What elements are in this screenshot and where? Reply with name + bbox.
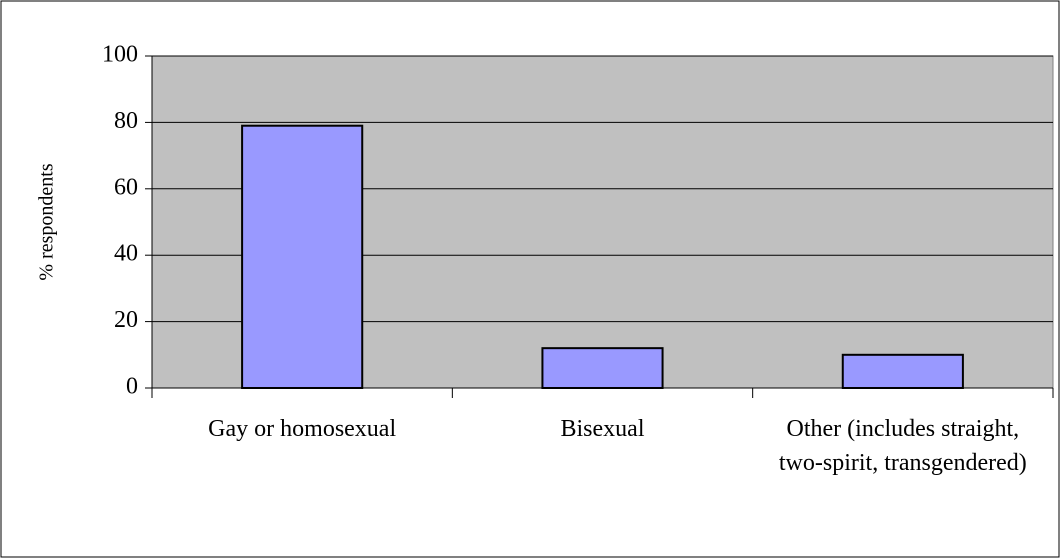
bar xyxy=(841,353,964,389)
bar xyxy=(541,347,664,390)
y-tick-label: 100 xyxy=(102,42,138,68)
bar xyxy=(241,124,364,389)
y-tick-label: 60 xyxy=(114,174,138,200)
y-tick-label: 40 xyxy=(114,241,138,267)
y-tick-label: 80 xyxy=(114,108,138,134)
x-tick-label: Bisexual xyxy=(560,416,645,442)
x-tick-label: Gay or homosexual xyxy=(208,416,397,442)
y-tick-label: 20 xyxy=(114,307,138,333)
y-tick-label: 0 xyxy=(126,374,138,400)
y-axis-label: % respondents xyxy=(36,163,58,280)
x-tick-label: Other (includes straight, two-spirit, tr… xyxy=(778,416,1027,476)
